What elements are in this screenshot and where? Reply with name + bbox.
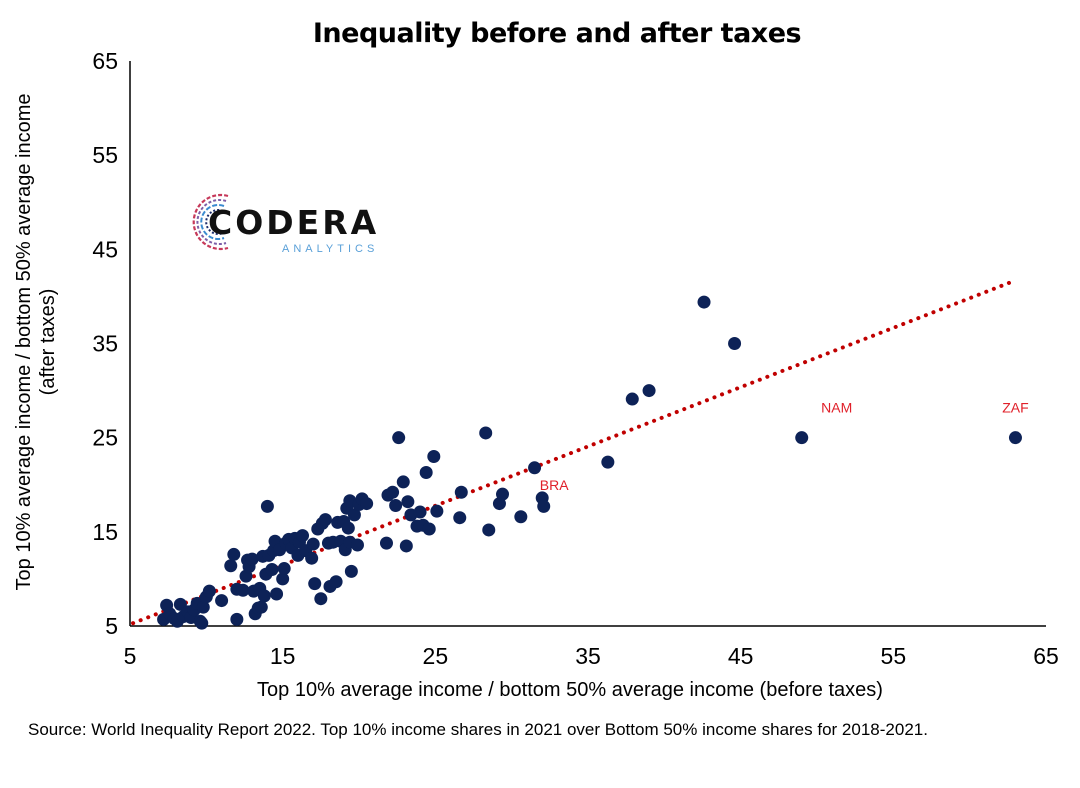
source-note: Source: World Inequality Report 2022. To…	[28, 720, 928, 739]
country-label: ZAF	[1002, 400, 1028, 416]
y-tick-label: 5	[105, 613, 118, 639]
logo-name: CODERA	[208, 203, 379, 242]
data-point	[224, 559, 238, 573]
data-point	[350, 538, 364, 552]
data-point	[227, 547, 241, 561]
data-point	[344, 564, 358, 578]
data-point	[601, 455, 615, 469]
data-point	[697, 295, 711, 309]
x-tick-label: 65	[1033, 643, 1059, 669]
y-tick-label: 25	[92, 425, 118, 451]
data-point	[265, 563, 279, 576]
data-point	[341, 521, 355, 535]
data-point	[230, 612, 244, 626]
data-point	[399, 539, 413, 553]
data-point	[257, 589, 271, 603]
data-point	[202, 584, 216, 598]
y-tick-label: 55	[92, 142, 118, 168]
data-point	[195, 616, 209, 630]
data-point	[413, 505, 427, 519]
data-point	[419, 466, 433, 480]
axes: 5 15 25 35 45 55 65 5 15 25 35 45 55 65	[92, 48, 1058, 669]
data-point	[296, 529, 310, 543]
x-tick-label: 25	[423, 643, 449, 669]
x-axis-label: Top 10% average income / bottom 50% aver…	[257, 679, 883, 701]
data-point	[537, 499, 551, 513]
data-point	[236, 583, 250, 597]
logo-mark	[192, 193, 229, 251]
data-point	[215, 594, 229, 608]
data-point	[386, 485, 400, 499]
data-point	[392, 431, 406, 445]
data-point	[427, 450, 441, 463]
data-point	[728, 337, 742, 350]
data-point	[254, 600, 268, 614]
data-point	[318, 513, 332, 527]
data-point	[314, 592, 328, 606]
y-tick-label: 15	[92, 519, 118, 545]
x-tick-label: 35	[575, 643, 601, 669]
x-tick-label: 15	[270, 643, 296, 669]
y-tick-label: 35	[92, 331, 118, 357]
data-point	[1008, 431, 1022, 445]
country-label: BRA	[540, 477, 569, 493]
data-points	[157, 295, 1022, 630]
data-point	[430, 504, 444, 518]
data-point	[360, 497, 374, 511]
codera-logo: CODERA ANALYTICS	[192, 193, 379, 255]
y-tick-label: 65	[92, 48, 118, 74]
data-point	[795, 431, 809, 445]
data-point	[260, 499, 274, 513]
data-point	[196, 600, 210, 614]
annotations: NAM ZAF BRA	[540, 400, 1029, 493]
data-point	[277, 562, 291, 576]
data-point	[625, 392, 639, 406]
data-point	[308, 577, 322, 591]
data-point	[389, 498, 403, 512]
y-axis-label-line2: (after taxes)	[37, 289, 59, 396]
data-point	[528, 461, 542, 475]
data-point	[329, 575, 343, 589]
chart-title: Inequality before and after taxes	[313, 18, 801, 49]
data-point	[482, 523, 496, 537]
data-point	[347, 508, 361, 522]
data-point	[454, 485, 468, 499]
country-label: NAM	[821, 400, 852, 416]
data-point	[514, 510, 528, 524]
x-tick-label: 5	[124, 643, 137, 669]
x-tick-label: 55	[881, 643, 907, 669]
y-axis-label-line1: Top 10% average income / bottom 50% aver…	[13, 94, 35, 591]
data-point	[379, 536, 393, 550]
data-point	[396, 475, 410, 489]
logo-sub: ANALYTICS	[282, 243, 378, 255]
y-tick-label: 45	[92, 236, 118, 262]
data-point	[479, 426, 493, 440]
data-point	[401, 495, 415, 509]
data-point	[306, 537, 320, 551]
data-point	[305, 551, 319, 565]
data-point	[276, 572, 290, 586]
data-point	[453, 511, 467, 525]
x-tick-label: 45	[728, 643, 754, 669]
data-point	[496, 487, 510, 501]
data-point	[270, 587, 284, 601]
data-point	[245, 552, 259, 566]
data-point	[422, 522, 436, 536]
data-point	[642, 384, 656, 398]
